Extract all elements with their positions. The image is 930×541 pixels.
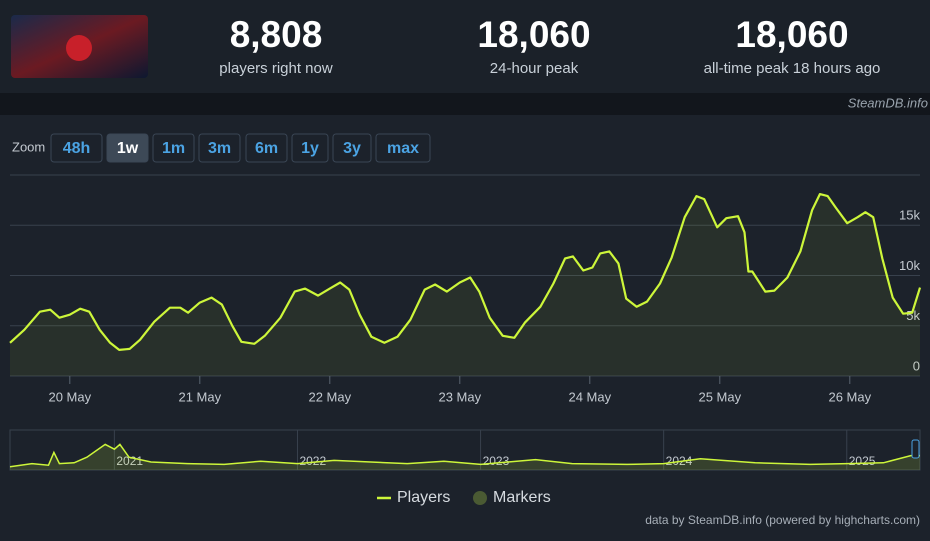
zoom-button[interactable] bbox=[332, 133, 372, 163]
x-tick-label: 26 May bbox=[828, 389, 871, 404]
header-bar bbox=[0, 0, 930, 93]
zoom-button-label[interactable]: 6m bbox=[255, 140, 278, 157]
legend-label[interactable]: Players bbox=[397, 489, 450, 506]
area bbox=[10, 194, 920, 376]
zoom-button[interactable] bbox=[291, 133, 329, 163]
watermark: SteamDB.info bbox=[848, 95, 928, 110]
y-tick-label: 0 bbox=[913, 358, 920, 373]
zoom-label: Zoom bbox=[12, 139, 45, 154]
game-image-detail bbox=[66, 35, 92, 61]
navigator-handle[interactable] bbox=[911, 439, 920, 459]
x-tick-label: 21 May bbox=[178, 389, 221, 404]
zoom-button-label[interactable]: 1m bbox=[162, 140, 185, 157]
zoom-button[interactable] bbox=[152, 133, 195, 163]
zoom-button[interactable] bbox=[375, 133, 431, 163]
zoom-button[interactable] bbox=[245, 133, 288, 163]
navigator-line bbox=[9, 443, 920, 468]
zoom-button-label[interactable]: max bbox=[387, 140, 419, 157]
legend-swatch bbox=[473, 491, 487, 505]
navigator-label: 2023 bbox=[483, 454, 510, 468]
x-tick-label: 22 May bbox=[308, 389, 351, 404]
y-tick-label: 15k bbox=[899, 208, 920, 223]
zoom-button[interactable] bbox=[198, 133, 241, 163]
x-tick-label: 25 May bbox=[698, 389, 741, 404]
zoom-button-label[interactable]: 48h bbox=[63, 140, 91, 157]
navigator-label: 2022 bbox=[299, 454, 326, 468]
zoom-button[interactable] bbox=[106, 133, 149, 163]
credit[interactable]: data by SteamDB.info (powered by highcha… bbox=[645, 513, 920, 527]
stat-value: 8,808 bbox=[230, 14, 323, 55]
x-tick-label: 23 May bbox=[438, 389, 481, 404]
stat-label: players right now bbox=[219, 60, 333, 77]
zoom-button-label[interactable]: 3m bbox=[208, 140, 231, 157]
stat-value: 18,060 bbox=[735, 14, 848, 55]
zoom-button-label[interactable]: 3y bbox=[343, 140, 361, 157]
zoom-button-label[interactable]: 1y bbox=[301, 140, 319, 157]
x-tick-label: 24 May bbox=[568, 389, 611, 404]
watermark-bar bbox=[0, 93, 930, 115]
navigator-label: 2025 bbox=[849, 454, 876, 468]
zoom-button[interactable] bbox=[50, 133, 103, 163]
zoom-button-label[interactable]: 1w bbox=[117, 140, 139, 157]
x-tick-label: 20 May bbox=[48, 389, 91, 404]
y-tick-label: 10k bbox=[899, 258, 920, 273]
stat-label: 24-hour peak bbox=[490, 60, 579, 77]
legend-label[interactable]: Markers bbox=[493, 489, 551, 506]
stat-label: all-time peak 18 hours ago bbox=[704, 60, 881, 77]
line bbox=[9, 193, 922, 351]
stat-value: 18,060 bbox=[477, 14, 590, 55]
navigator-label: 2021 bbox=[116, 454, 143, 468]
